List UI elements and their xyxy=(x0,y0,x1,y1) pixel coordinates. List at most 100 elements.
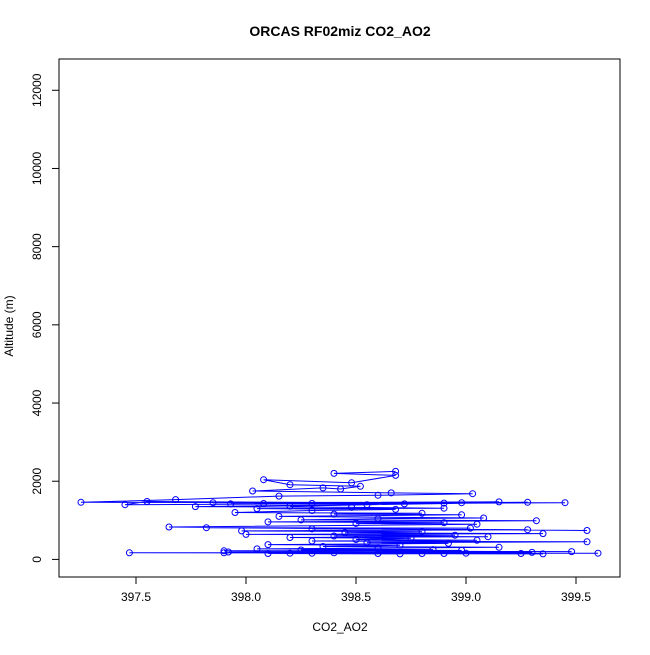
data-point xyxy=(330,549,338,557)
data-point xyxy=(249,487,257,495)
data-point xyxy=(330,510,338,518)
data-point xyxy=(392,467,400,475)
data-point xyxy=(165,523,173,531)
data-point xyxy=(209,499,217,507)
data-point xyxy=(308,500,316,507)
data-point xyxy=(440,499,448,507)
data-point xyxy=(297,546,305,554)
data-point xyxy=(231,509,239,516)
data-point xyxy=(469,490,477,498)
data-point xyxy=(191,503,199,511)
plot-frame xyxy=(58,58,621,578)
data-point xyxy=(374,515,382,523)
data-point xyxy=(396,550,404,558)
y-tick-label: 12000 xyxy=(30,73,44,107)
data-point xyxy=(238,527,246,535)
data-point xyxy=(286,534,294,541)
data-point xyxy=(143,498,151,505)
data-point xyxy=(348,503,356,511)
data-point xyxy=(466,524,474,532)
data-point xyxy=(374,491,382,499)
data-point xyxy=(220,549,228,557)
data-point xyxy=(352,536,360,543)
data-point xyxy=(121,501,129,509)
x-axis: 397.5 398.0 398.5 399.0 399.5 xyxy=(121,576,591,604)
data-point xyxy=(528,548,536,556)
data-point xyxy=(319,484,327,492)
data-point xyxy=(352,519,360,527)
data-point xyxy=(440,519,448,527)
data-point xyxy=(286,502,294,510)
data-point xyxy=(308,537,316,545)
data-point xyxy=(341,529,349,537)
data-point xyxy=(330,532,338,540)
y-tick-label: 0 xyxy=(30,556,44,563)
data-point xyxy=(224,548,232,556)
data-point xyxy=(451,531,459,539)
series-layer xyxy=(77,467,602,558)
data-point xyxy=(440,550,448,557)
data-point xyxy=(374,550,382,557)
data-point xyxy=(495,543,503,551)
data-point xyxy=(308,549,316,557)
data-point xyxy=(202,524,210,532)
x-tick-label: 398.0 xyxy=(231,590,261,604)
y-tick-label: 2000 xyxy=(30,468,44,495)
data-point xyxy=(363,501,371,509)
data-point xyxy=(495,498,503,506)
data-point xyxy=(561,499,569,507)
data-point xyxy=(363,539,371,547)
data-point xyxy=(172,496,180,504)
y-tick-label: 6000 xyxy=(30,311,44,338)
data-point xyxy=(242,530,250,538)
y-tick-label: 10000 xyxy=(30,151,44,185)
data-point xyxy=(286,481,294,489)
data-point xyxy=(264,518,272,526)
data-point xyxy=(568,548,576,556)
y-tick-label: 4000 xyxy=(30,389,44,416)
x-tick-label: 399.0 xyxy=(451,590,481,604)
data-point xyxy=(125,549,133,557)
x-tick-label: 397.5 xyxy=(121,590,151,604)
data-point xyxy=(308,525,316,533)
data-point xyxy=(264,550,272,557)
data-point xyxy=(484,533,492,541)
y-axis-label: Altitude (m) xyxy=(2,295,16,356)
data-point xyxy=(407,534,415,542)
data-point xyxy=(319,543,327,550)
data-point xyxy=(418,550,426,557)
data-point xyxy=(532,517,540,525)
data-point xyxy=(418,509,426,517)
data-point xyxy=(227,500,235,508)
data-point xyxy=(356,482,364,490)
data-point xyxy=(517,550,525,557)
data-point xyxy=(594,549,602,557)
data-point xyxy=(418,528,426,536)
data-point xyxy=(275,512,283,520)
data-point xyxy=(286,549,294,557)
data-point xyxy=(337,485,345,493)
x-tick-label: 399.5 xyxy=(561,590,591,604)
data-point xyxy=(583,527,591,534)
x-axis-label: CO2_AO2 xyxy=(312,620,368,634)
data-point xyxy=(524,526,532,534)
data-point xyxy=(253,505,261,513)
y-tick-label: 8000 xyxy=(30,233,44,260)
data-point xyxy=(253,545,261,553)
data-point xyxy=(374,544,382,552)
data-point xyxy=(400,500,408,508)
data-point xyxy=(387,489,395,497)
data-point xyxy=(429,546,437,554)
data-point xyxy=(480,514,488,522)
series-line xyxy=(80,470,599,555)
data-point xyxy=(473,520,481,528)
data-point xyxy=(264,541,272,549)
data-point xyxy=(524,498,532,506)
data-point xyxy=(220,547,228,555)
data-point xyxy=(308,507,316,514)
data-point xyxy=(396,541,404,549)
chart-title: ORCAS RF02miz CO2_AO2 xyxy=(249,23,430,39)
data-point xyxy=(440,504,448,512)
